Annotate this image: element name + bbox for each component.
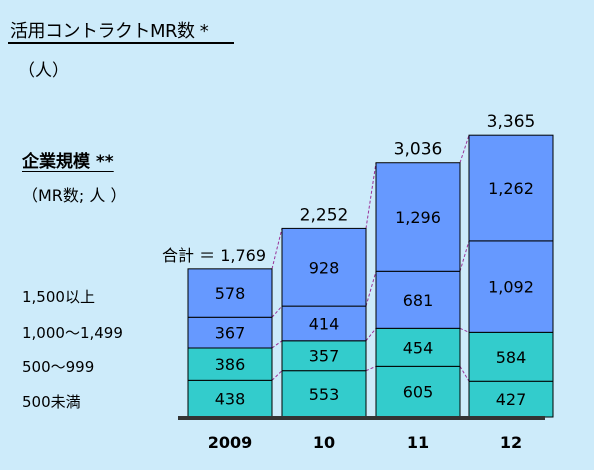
connector-line [459,327,470,333]
total-label: 3,365 [487,112,536,132]
bar-segment [468,380,554,418]
chart-title: 活用コントラクトMR数 * [10,21,209,42]
bar-value-label: 584 [496,348,527,367]
x-tick-label: 11 [407,433,429,452]
total-label: 3,036 [394,140,443,160]
segment-title: 企業規模 ** [22,152,114,172]
bar-value-label: 1,092 [488,278,534,297]
segment-label-under-500: 500未満 [22,393,81,411]
bar-value-label: 1,296 [395,208,441,227]
bar-segment [281,227,367,307]
total-label: 2,252 [300,205,349,225]
bar-segment [468,240,554,333]
bar-value-label: 427 [496,390,527,409]
bar-segment [281,305,367,342]
bar-segment [468,134,554,242]
connector-line [271,370,283,381]
connector-line [271,340,283,349]
bar-segment [468,331,554,382]
bar-value-label: 578 [215,284,246,303]
segment-unit: （MR数; 人 ） [22,186,127,205]
bar-value-label: 367 [215,324,246,343]
bar-value-label: 454 [403,338,434,357]
connector-line [459,366,470,382]
title-underline [8,42,234,44]
connector-line [365,365,377,372]
total-label: 合計 ＝ 1,769 [162,246,266,265]
bar-value-label: 928 [309,258,340,277]
bar-segment [375,162,461,272]
connector-line [459,135,470,163]
connector-line [459,240,470,272]
segment-label-1000-1499: 1,000～1,499 [22,324,123,342]
bar-value-label: 386 [215,355,246,374]
x-tick-label: 10 [313,433,335,452]
bar-value-label: 357 [309,347,340,366]
bar-segment [281,370,367,418]
bar-value-label: 553 [309,385,340,404]
bar-value-label: 414 [309,314,340,333]
connector-line [271,305,283,318]
bar-value-label: 1,262 [488,179,534,198]
x-tick-label: 12 [500,433,522,452]
bar-value-label: 605 [403,383,434,402]
bar-segment [187,268,273,318]
x-tick-label: 2009 [208,433,253,452]
connector-line [271,228,283,269]
segment-label-1500-plus: 1,500以上 [22,288,95,306]
bar-segment [375,365,461,418]
segment-label-500-999: 500～999 [22,358,95,376]
connector-line [365,162,377,229]
connector-line [365,327,377,342]
bar-value-label: 681 [403,291,434,310]
connector-line [365,271,377,307]
unit-label: （人） [18,61,69,81]
bar-segment [281,340,367,372]
bar-value-label: 438 [215,390,246,409]
bar-segment [375,270,461,329]
bar-segment [375,327,461,367]
